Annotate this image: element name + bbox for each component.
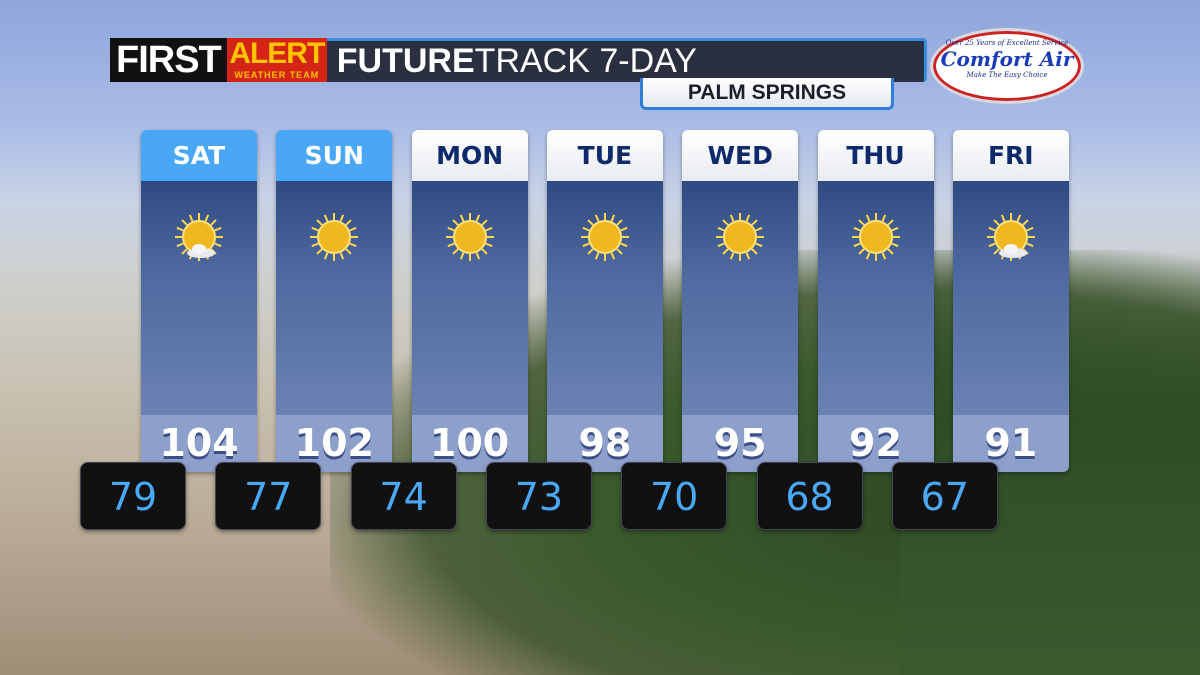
low-temp: 77	[215, 462, 322, 530]
first-logo: FIRST	[110, 38, 227, 82]
high-temp: 104	[141, 415, 257, 472]
sun-icon-panel	[682, 181, 799, 415]
sun-with-cloud-icon-panel	[141, 181, 257, 415]
sponsor-slogan: Make The Easy Choice	[966, 71, 1048, 79]
low-temp: 79	[80, 462, 186, 530]
day-label: SUN	[276, 130, 393, 181]
weather-team-text: WEATHER TEAM	[234, 70, 320, 80]
sun-icon-panel	[411, 181, 528, 415]
sun-with-cloud-icon-panel	[952, 181, 1069, 415]
alert-text: ALERT	[229, 37, 325, 70]
day-card-tue: TUE 98	[546, 130, 663, 472]
title-bar: FUTURETRACK 7-DAY	[326, 38, 927, 82]
sponsor-logo: Over 25 Years of Excellent Service Comfo…	[930, 28, 1084, 104]
day-card-sun: SUN 102	[276, 130, 393, 472]
title-bold: FUTURE	[336, 42, 475, 80]
sun-icon-panel	[546, 181, 663, 415]
high-temp: 91	[952, 415, 1069, 472]
alert-logo: ALERT WEATHER TEAM	[226, 37, 327, 82]
day-card-mon: MON 100	[411, 130, 528, 472]
location-label: PALM SPRINGS	[640, 78, 894, 110]
day-label: THU	[817, 130, 934, 181]
sun-icon-panel	[817, 181, 934, 415]
day-card-thu: THU 92	[817, 130, 934, 472]
day-card-wed: WED 95	[682, 130, 799, 472]
day-label: SAT	[141, 130, 257, 181]
low-temp: 73	[485, 462, 592, 530]
title-rest: TRACK 7-DAY	[474, 42, 697, 80]
sun-icon-panel	[276, 181, 393, 415]
low-temp: 68	[756, 462, 863, 530]
low-temp: 74	[350, 462, 457, 530]
sponsor-tagline: Over 25 Years of Excellent Service	[945, 39, 1069, 47]
low-temp: 70	[621, 462, 728, 530]
day-label: FRI	[952, 130, 1069, 181]
day-label: WED	[682, 130, 799, 181]
header-banner: FIRST ALERT WEATHER TEAM FUTURETRACK 7-D…	[110, 38, 927, 82]
low-temp: 67	[891, 462, 998, 530]
day-label: MON	[411, 130, 528, 181]
sponsor-name: Comfort Air	[940, 47, 1074, 71]
day-card-sat: SAT 104	[141, 130, 257, 472]
day-label: TUE	[546, 130, 663, 181]
day-card-fri: FRI 91	[952, 130, 1069, 472]
